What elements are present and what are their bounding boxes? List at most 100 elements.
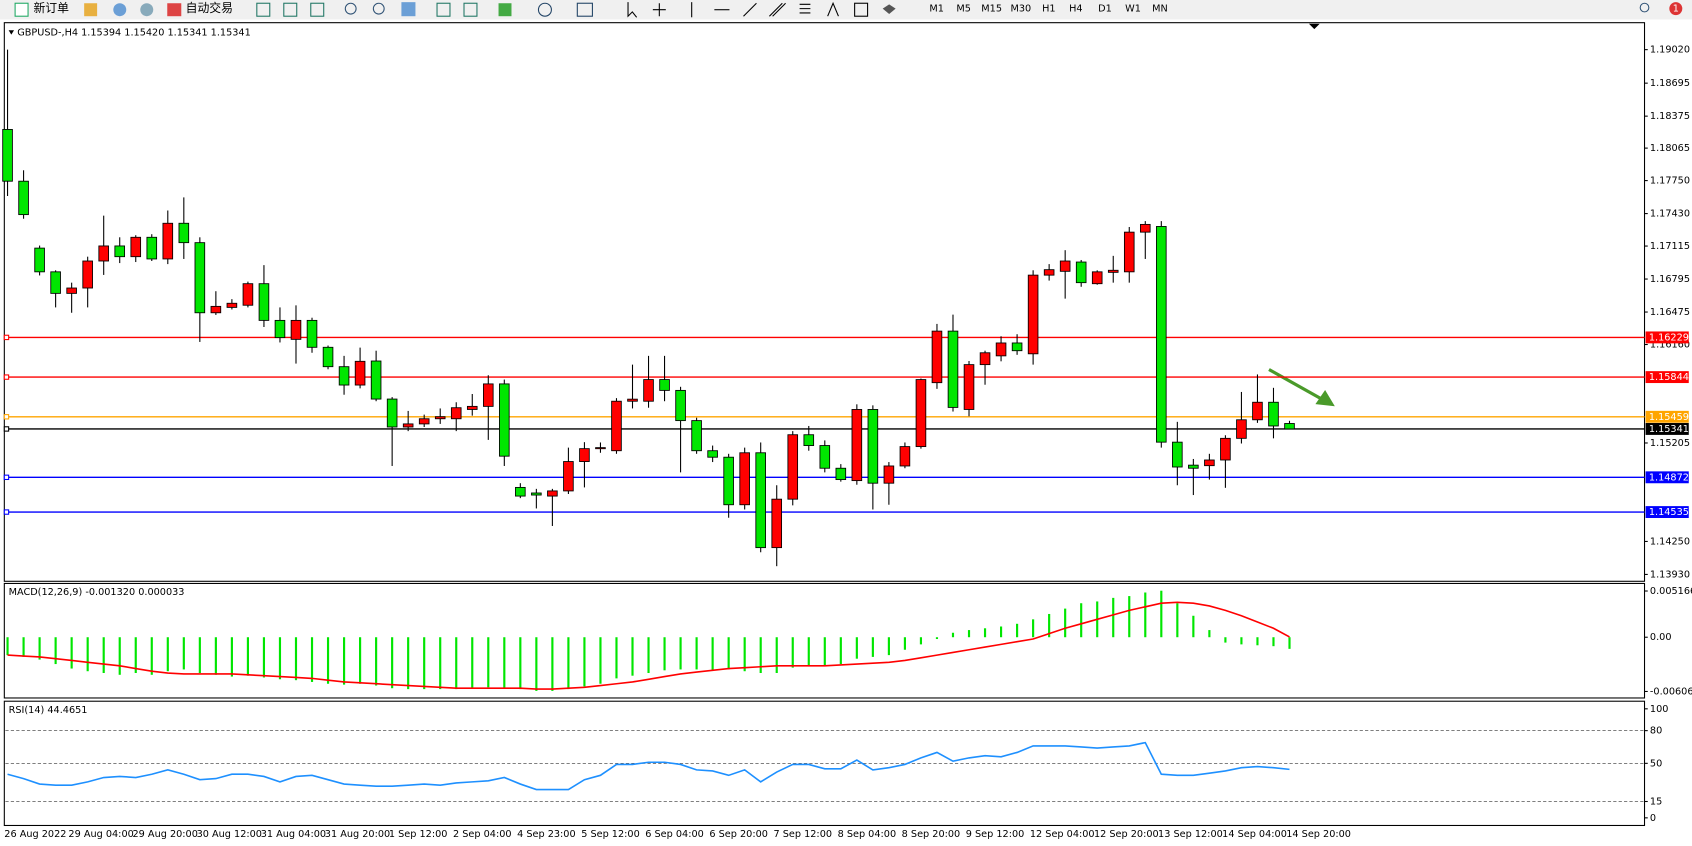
- cursor-tool[interactable]: [627, 2, 638, 18]
- timeframe-button[interactable]: H1: [1042, 4, 1055, 15]
- x-tick-label: 30 Aug 12:00: [197, 829, 262, 840]
- candle-body: [210, 305, 222, 314]
- toolbar-icon[interactable]: [84, 3, 98, 17]
- candle-body: [883, 465, 895, 484]
- y-tick-label: -0.006064: [1650, 686, 1692, 697]
- candle-body: [819, 445, 831, 469]
- fibo-tool[interactable]: [799, 3, 811, 14]
- toolbar-icon[interactable]: [113, 3, 127, 17]
- toolbar-icon[interactable]: [256, 2, 271, 17]
- y-tick-label: 0.00: [1650, 632, 1672, 643]
- toolbar-icon[interactable]: [310, 2, 325, 17]
- timeframe-button[interactable]: M15: [981, 4, 1002, 15]
- timeframe-button[interactable]: M30: [1010, 4, 1031, 15]
- timeframe-button[interactable]: D1: [1098, 4, 1112, 15]
- toolbar-icon[interactable]: [283, 2, 298, 17]
- candle-body: [915, 379, 927, 448]
- plots: GBPUSD-,H4 1.15394 1.15420 1.15341 1.153…: [2, 27, 1692, 840]
- y-tick-label: 100: [1650, 704, 1669, 715]
- notification-badge[interactable]: [1669, 2, 1683, 16]
- rsi-line: [7, 741, 1290, 791]
- x-tick-label: 12 Sep 04:00: [1030, 829, 1095, 840]
- timeframe-button[interactable]: M1: [929, 4, 944, 15]
- candle-body: [947, 330, 959, 408]
- timeframe-button[interactable]: M5: [956, 4, 971, 15]
- toolbar: 新订单 自动交易 M1 M5 M15 M30 H1 H4 D1 W1 MN 1: [0, 0, 1692, 20]
- arrow-tool[interactable]: [882, 4, 896, 15]
- candle-body: [1188, 464, 1199, 469]
- x-tick-label: 29 Aug 20:00: [133, 829, 198, 840]
- candle-body: [194, 242, 206, 314]
- notification-count: 1: [1673, 4, 1679, 15]
- toolbar-icon[interactable]: [463, 2, 478, 17]
- timeframe-button[interactable]: W1: [1125, 4, 1141, 15]
- candle-body: [322, 346, 334, 368]
- timeframe-button[interactable]: MN: [1152, 4, 1168, 15]
- crosshair-tool[interactable]: [652, 3, 666, 17]
- new-order-icon[interactable]: [14, 2, 29, 17]
- trendline-tool[interactable]: [743, 2, 757, 17]
- level-label: 1.15844: [1649, 372, 1689, 383]
- candle-body: [1268, 401, 1279, 427]
- candle-body: [963, 364, 975, 410]
- candle-body: [66, 287, 77, 294]
- toolbar-bg: [0, 0, 1692, 20]
- candle-body: [867, 409, 879, 484]
- level-handle: [3, 414, 10, 420]
- toolbar-icon[interactable]: [401, 2, 416, 17]
- timeframe-button[interactable]: H4: [1069, 4, 1082, 15]
- candle-body: [931, 330, 943, 384]
- text-tool[interactable]: [827, 1, 839, 17]
- zoom-in[interactable]: [344, 2, 357, 15]
- candle-body: [723, 456, 734, 506]
- candle-body: [643, 379, 654, 402]
- candle-body: [1107, 269, 1119, 273]
- candle-body: [563, 461, 574, 492]
- y-tick-label: 15: [1650, 796, 1662, 807]
- toolbar-icon[interactable]: [140, 3, 154, 17]
- x-tick-label: 9 Sep 12:00: [966, 829, 1025, 840]
- new-order-button[interactable]: 新订单: [33, 1, 69, 15]
- shift-marker: [1308, 23, 1320, 30]
- candle-body: [18, 180, 29, 216]
- toolbar-icon[interactable]: [576, 2, 593, 17]
- y-tick-label: 1.17430: [1650, 209, 1690, 220]
- search-icon[interactable]: [1639, 2, 1650, 13]
- candle-body: [1027, 274, 1039, 355]
- x-tick-label: 14 Sep 04:00: [1222, 829, 1287, 840]
- candle-body: [1123, 231, 1135, 273]
- chart-title: GBPUSD-,H4 1.15394 1.15420 1.15341 1.153…: [17, 27, 251, 38]
- candle-body: [34, 247, 45, 273]
- candle-body: [899, 446, 911, 467]
- label-tool[interactable]: [854, 2, 869, 17]
- timeframes: M1 M5 M15 M30 H1 H4 D1 W1 MN: [929, 4, 1167, 15]
- candle-body: [242, 283, 254, 306]
- level-handle: [3, 374, 10, 380]
- toolbar-icon[interactable]: [436, 2, 451, 17]
- y-tick-label: 1.17750: [1650, 176, 1690, 187]
- candle-body: [130, 236, 142, 258]
- candle-body: [835, 467, 847, 481]
- candle-body: [707, 450, 718, 458]
- candle-body: [739, 452, 750, 506]
- toolbar-icon[interactable]: [537, 2, 552, 17]
- x-tick-label: 6 Sep 20:00: [709, 829, 768, 840]
- level-label: 1.16229: [1649, 332, 1689, 343]
- y-tick-label: 1.14250: [1650, 536, 1690, 547]
- candle-body: [579, 448, 590, 462]
- candle-body: [1204, 459, 1215, 467]
- channel-tool[interactable]: [769, 2, 786, 17]
- y-tick-label: 1.16475: [1650, 307, 1690, 318]
- candle-body: [450, 407, 462, 420]
- auto-trading-button[interactable]: 自动交易: [186, 1, 233, 15]
- auto-trading-icon[interactable]: [167, 3, 182, 17]
- x-tick-label: 8 Sep 04:00: [838, 829, 897, 840]
- y-tick-label: 80: [1650, 726, 1662, 737]
- zoom-out[interactable]: [372, 2, 385, 15]
- x-tick-label: 14 Sep 20:00: [1286, 829, 1351, 840]
- candle-body: [306, 319, 318, 348]
- candle-body: [1220, 437, 1231, 461]
- toolbar-icon[interactable]: [498, 3, 512, 17]
- candle-body: [1156, 226, 1167, 443]
